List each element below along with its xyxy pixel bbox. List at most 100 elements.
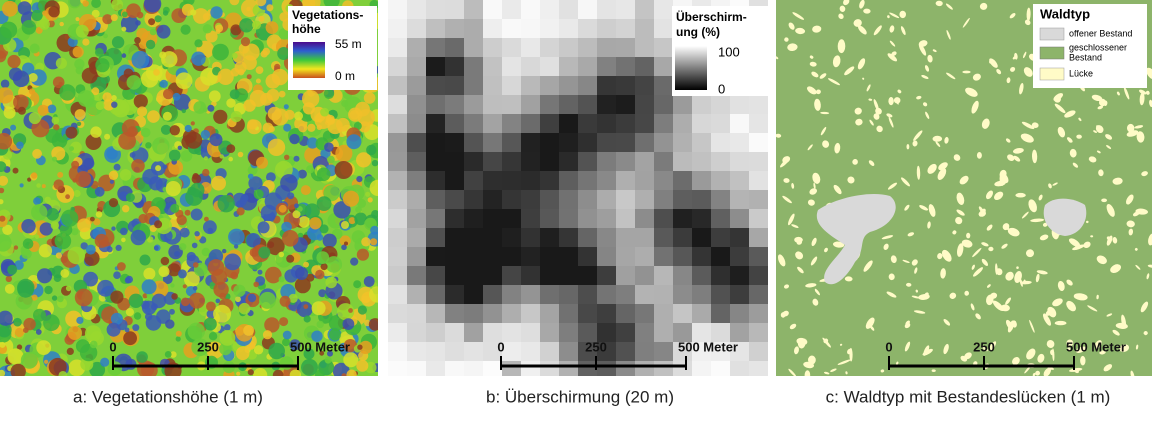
texture [106,322,121,337]
gap [1039,234,1049,241]
gap [937,253,943,260]
gap [808,355,816,365]
cover-cell [445,152,464,171]
texture [184,271,200,288]
gap [1128,228,1134,236]
texture [202,24,213,34]
texture [12,70,30,88]
cover-cell [692,228,711,247]
texture [169,125,180,136]
cover-cell [464,38,483,57]
legend-label: Bestand [1069,52,1102,62]
gap [962,17,970,28]
gap [982,345,988,352]
cover-cell [540,228,559,247]
cover-cell [578,152,597,171]
cover-cell [635,304,654,323]
gap [953,154,961,161]
gap [1072,244,1085,251]
texture [233,244,239,249]
gap [1143,331,1148,336]
gap [812,172,821,184]
texture [85,134,102,150]
cover-cell [540,95,559,114]
texture [203,107,208,113]
texture [309,217,322,230]
texture [85,244,96,255]
texture [72,46,84,58]
texture [217,68,234,86]
gap [896,361,899,366]
open-stand [816,193,896,285]
texture [258,246,271,259]
cover-cell [616,342,635,361]
texture [356,176,363,183]
texture [47,104,57,114]
texture [236,207,245,216]
cover-cell [407,57,426,76]
gap [992,300,1004,311]
gap [776,133,782,138]
gap [1050,349,1055,356]
gap [913,310,926,314]
texture [0,322,12,338]
cover-cell [578,19,597,38]
cover-cell [692,304,711,323]
texture [61,209,79,227]
texture [199,236,207,244]
texture [136,11,144,19]
texture [54,232,72,250]
cover-cell [635,209,654,228]
gap [895,98,899,105]
cover-cell [388,133,407,152]
texture [179,243,187,251]
texture [266,4,274,12]
gap [890,255,897,264]
legend-label: 0 m [335,69,355,83]
scale-label: 250 [585,339,607,354]
gap [1141,171,1148,177]
texture [111,101,118,108]
texture [27,177,32,182]
gap [1088,156,1097,163]
cover-cell [749,171,768,190]
cover-cell [464,114,483,133]
gap [915,289,919,293]
cover-cell [483,266,502,285]
cover-cell [616,361,635,376]
texture [324,142,334,152]
texture [53,274,62,283]
texture [284,109,295,120]
scale-label: 500 Meter [290,339,350,354]
gap [889,40,896,47]
cover-cell [749,133,768,152]
cover-cell [483,95,502,114]
texture [34,234,40,239]
texture [278,28,291,40]
cover-cell [540,285,559,304]
texture [240,37,251,47]
texture [294,111,303,121]
gap [1136,131,1145,143]
gap [964,290,970,296]
texture [69,146,74,152]
gap [1029,319,1035,333]
texture [124,277,132,284]
texture [348,217,356,225]
cover-cell [711,209,730,228]
gap [1146,67,1152,80]
cover-cell [730,342,749,361]
cover-cell [673,228,692,247]
gap [1134,125,1144,129]
cover-cell [673,247,692,266]
cover-cell [502,171,521,190]
cover-cell [407,361,426,376]
texture [230,111,242,123]
gap [1080,355,1086,366]
texture [94,47,104,57]
texture [190,121,195,126]
gap [979,2,988,10]
texture [36,340,52,355]
cover-cell [559,76,578,95]
cover-cell [730,209,749,228]
